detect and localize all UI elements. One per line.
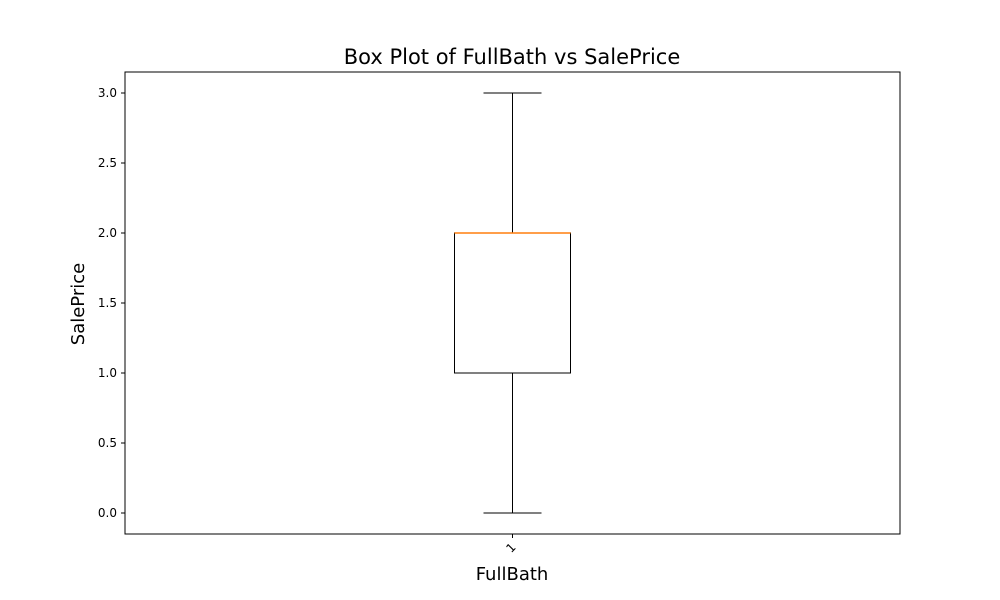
- x-axis-title: FullBath: [476, 564, 549, 585]
- y-tick-label: 2.0: [98, 226, 117, 240]
- y-tick-label: 1.0: [98, 366, 117, 380]
- chart-title: Box Plot of FullBath vs SalePrice: [344, 45, 681, 69]
- box-iqr: [454, 232, 571, 374]
- plot-area: [124, 71, 901, 535]
- x-axis: 1: [503, 534, 519, 556]
- y-axis: 0.0 0.5 1.0 1.5 2.0 2.5 3.0: [98, 86, 125, 520]
- x-tick-label: 1: [503, 540, 518, 555]
- y-axis-title: SalePrice: [68, 263, 89, 345]
- y-tick-label: 1.5: [98, 296, 117, 310]
- y-tick-label: 2.5: [98, 156, 117, 170]
- y-tick-label: 0.0: [98, 506, 117, 520]
- y-tick-label: 3.0: [98, 86, 117, 100]
- y-tick-label: 0.5: [98, 436, 117, 450]
